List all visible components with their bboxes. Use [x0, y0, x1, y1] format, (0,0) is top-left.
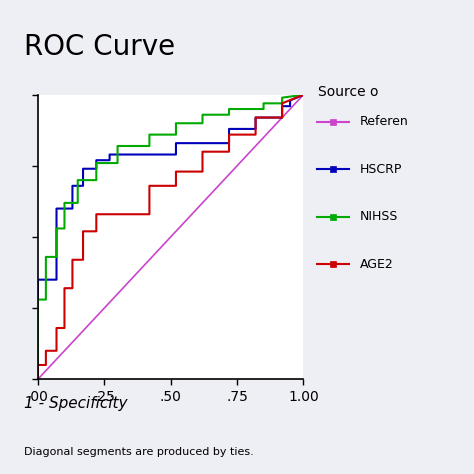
Text: AGE2: AGE2	[360, 257, 394, 271]
Text: 1 - Specificity: 1 - Specificity	[24, 396, 127, 410]
Text: Diagonal segments are produced by ties.: Diagonal segments are produced by ties.	[24, 447, 254, 457]
Text: Source o: Source o	[318, 85, 378, 100]
Text: HSCRP: HSCRP	[360, 163, 402, 176]
Text: Referen: Referen	[360, 115, 409, 128]
Text: NIHSS: NIHSS	[360, 210, 399, 223]
Text: ROC Curve: ROC Curve	[24, 33, 175, 61]
